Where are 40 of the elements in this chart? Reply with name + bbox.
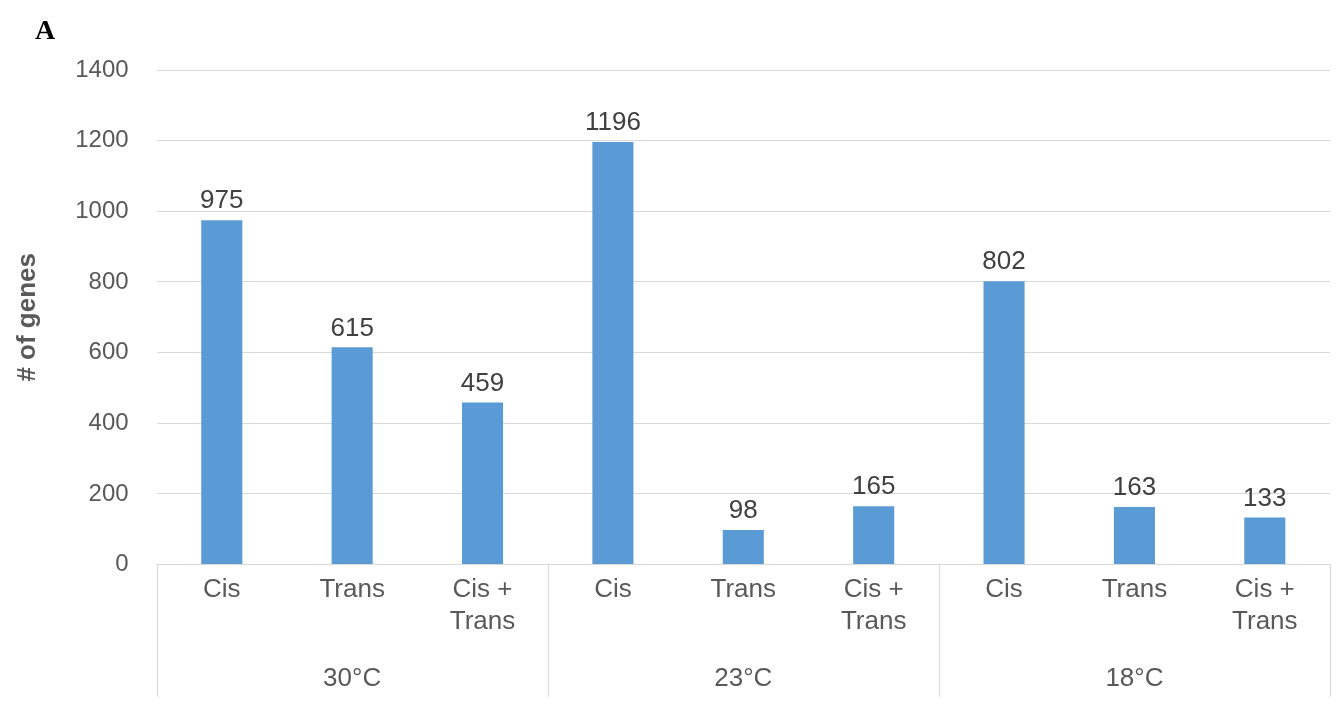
data-label: 133 — [1243, 481, 1287, 512]
x-tick-label: Trans — [1101, 573, 1168, 604]
x-tick-label: Cis + Trans — [1232, 573, 1298, 635]
bar — [592, 142, 634, 565]
x-tick-label: Cis — [594, 573, 632, 604]
x-tick-label: Cis + Trans — [449, 573, 516, 635]
x-tick-label: Cis — [985, 573, 1023, 604]
bar — [853, 506, 895, 565]
text: A — [35, 14, 56, 46]
y-tick-label: 800 — [88, 266, 129, 294]
y-tick-label: 200 — [88, 478, 129, 506]
x-tick-label: Trans — [710, 573, 777, 604]
data-label: 802 — [982, 245, 1026, 276]
data-label: 975 — [200, 184, 244, 215]
bar — [201, 220, 243, 565]
bar — [722, 529, 764, 565]
y-axis-title: # of genes — [10, 253, 41, 382]
x-tick-label: Cis — [203, 573, 241, 604]
text: 18°C — [1105, 662, 1164, 693]
y-tick-label: 1200 — [75, 125, 129, 153]
bar — [983, 281, 1025, 565]
bar — [1244, 517, 1286, 565]
text: 30°C — [323, 662, 382, 693]
y-tick-label: 400 — [88, 407, 129, 435]
data-label: 163 — [1112, 471, 1157, 502]
data-label: 165 — [851, 470, 896, 501]
y-tick-label: 600 — [88, 337, 129, 365]
bar — [462, 402, 504, 565]
data-label: 98 — [728, 494, 758, 525]
x-tick-label: Cis + Trans — [840, 573, 907, 635]
x-tick-label: Trans — [319, 573, 385, 604]
data-label: 1196 — [584, 106, 641, 137]
y-tick-label: 0 — [115, 549, 129, 577]
text: 23°C — [714, 662, 773, 693]
bar — [1113, 507, 1155, 565]
y-tick-label: 1400 — [75, 54, 129, 82]
data-label: 459 — [460, 366, 505, 397]
bar — [331, 347, 373, 565]
y-tick-label: 1000 — [75, 195, 129, 223]
data-label: 615 — [330, 311, 374, 342]
